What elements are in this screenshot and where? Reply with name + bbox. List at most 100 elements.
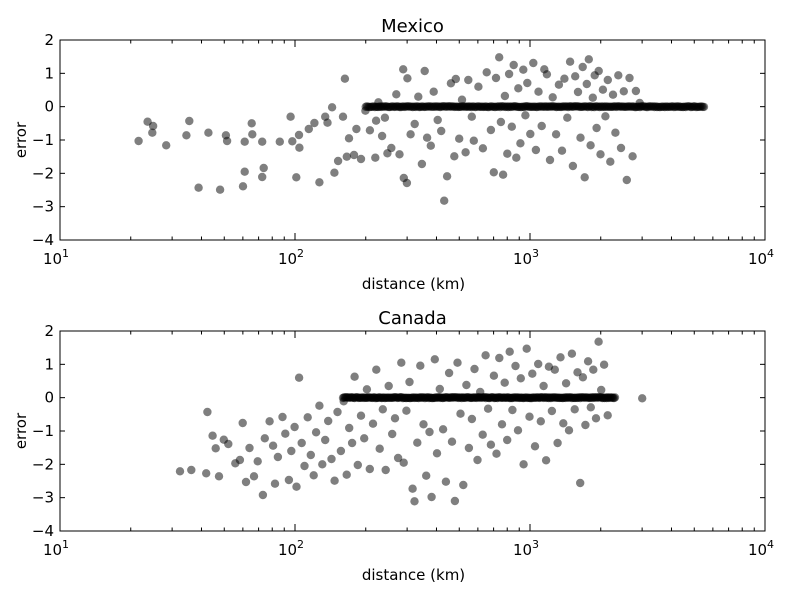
data-point: [565, 57, 575, 66]
data-point: [522, 344, 531, 353]
data-point: [258, 490, 268, 500]
data-point: [560, 74, 569, 83]
data-point: [238, 182, 248, 191]
data-point: [393, 453, 403, 463]
data-point: [481, 351, 490, 360]
data-point: [592, 123, 601, 133]
data-point: [516, 374, 525, 383]
data-point: [342, 470, 351, 479]
data-point: [467, 414, 477, 424]
data-point: [333, 156, 343, 166]
data-point: [422, 471, 431, 480]
data-point: [559, 419, 568, 428]
data-point: [576, 478, 585, 488]
data-point: [511, 361, 520, 371]
data-point: [309, 471, 318, 480]
data-point: [554, 80, 564, 89]
data-point: [616, 143, 626, 153]
x-tick-label: 102: [278, 538, 304, 559]
data-point: [519, 65, 528, 74]
data-point: [507, 122, 516, 131]
zero-band-point: [699, 102, 709, 112]
data-point: [444, 368, 454, 378]
data-point: [573, 368, 582, 377]
data-point: [260, 434, 269, 443]
data-point: [327, 103, 337, 112]
data-point: [433, 115, 442, 125]
data-point: [516, 139, 525, 148]
data-point: [582, 79, 591, 89]
data-point: [469, 136, 478, 145]
data-point: [420, 66, 429, 76]
data-point: [531, 145, 541, 155]
data-point: [578, 373, 588, 382]
data-point: [349, 150, 359, 160]
data-point: [134, 136, 143, 146]
data-point: [601, 112, 610, 121]
data-point: [300, 461, 309, 471]
data-point: [286, 112, 295, 121]
data-point: [625, 73, 634, 83]
data-point: [589, 365, 598, 374]
data-point: [542, 70, 552, 79]
data-point: [606, 157, 615, 166]
data-point: [594, 337, 603, 346]
data-point: [529, 58, 538, 68]
data-point: [482, 68, 491, 77]
data-point: [253, 457, 262, 466]
data-point: [581, 420, 590, 430]
data-point: [584, 55, 593, 64]
data-point: [505, 347, 514, 356]
data-point: [405, 377, 414, 387]
data-point: [440, 196, 449, 205]
y-tick-label: −4: [32, 231, 54, 249]
data-point: [360, 434, 369, 443]
data-point: [473, 455, 482, 465]
points-group: [175, 337, 647, 506]
data-point: [429, 87, 438, 96]
data-point: [427, 492, 436, 502]
data-point: [417, 159, 427, 169]
y-tick-label: 1: [44, 355, 54, 373]
x-axis-label: distance (km): [362, 566, 465, 584]
data-point: [338, 112, 348, 121]
data-point: [208, 431, 217, 440]
data-point: [372, 365, 381, 374]
data-point: [402, 406, 411, 415]
data-point: [353, 460, 362, 470]
data-point: [498, 170, 508, 179]
data-point: [384, 381, 393, 391]
data-point: [526, 129, 535, 139]
y-tick-label: 1: [44, 64, 54, 82]
data-point: [483, 404, 493, 413]
data-point: [245, 443, 254, 453]
data-point: [495, 53, 504, 62]
data-point: [551, 130, 561, 139]
data-point: [397, 358, 406, 367]
data-point: [536, 417, 545, 426]
data-point: [435, 384, 444, 394]
data-point: [583, 357, 593, 366]
data-point: [330, 476, 339, 485]
data-point: [571, 72, 580, 81]
data-point: [395, 150, 404, 159]
data-point: [467, 112, 476, 121]
data-point: [203, 407, 212, 417]
data-point: [450, 496, 460, 506]
data-point: [478, 430, 487, 439]
data-point: [399, 65, 408, 74]
data-point: [631, 86, 641, 96]
data-point: [388, 429, 397, 439]
data-point: [541, 456, 551, 465]
data-point: [336, 446, 346, 456]
data-point: [580, 173, 589, 182]
data-point: [614, 71, 623, 80]
data-point: [638, 394, 647, 403]
y-tick-label: 0: [44, 98, 54, 116]
data-point: [187, 465, 196, 475]
data-point: [534, 87, 543, 96]
data-point: [545, 155, 555, 165]
data-point: [413, 438, 422, 447]
data-point: [478, 144, 488, 153]
